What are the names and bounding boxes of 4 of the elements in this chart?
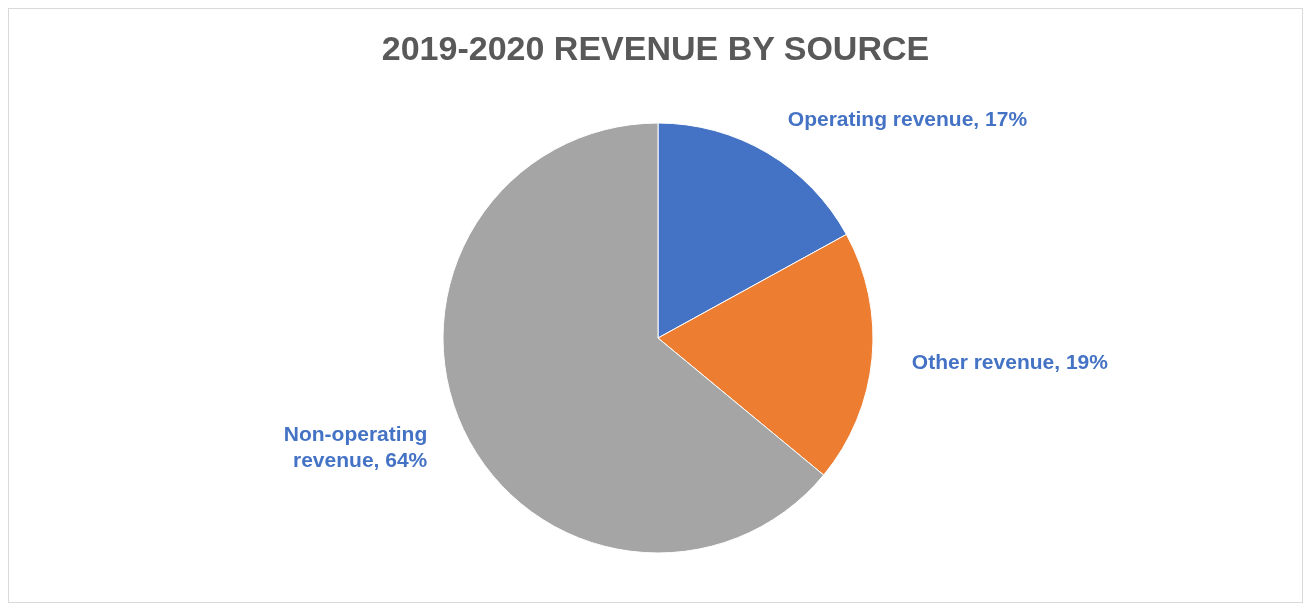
slice-label: Non-operating revenue, 64% bbox=[282, 420, 428, 473]
slice-label: Other revenue, 19% bbox=[911, 349, 1108, 375]
chart-title: 2019-2020 REVENUE BY SOURCE bbox=[381, 29, 930, 67]
slice-label: Operating revenue, 17% bbox=[787, 105, 1028, 132]
